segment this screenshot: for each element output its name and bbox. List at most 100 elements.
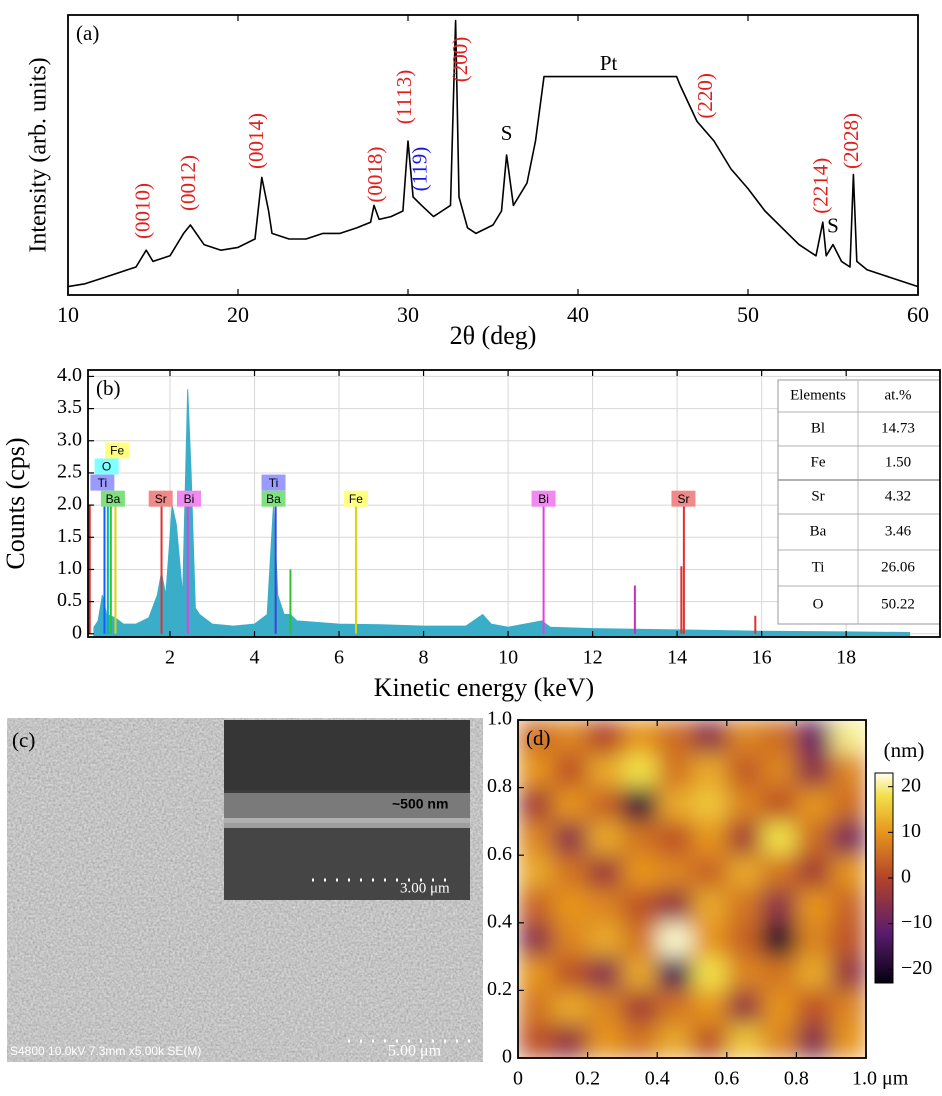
afm-cell	[831, 787, 866, 822]
table-cell: Bl	[811, 420, 825, 436]
afm-cell	[622, 753, 658, 789]
afm-cell	[657, 956, 693, 991]
afm-cell	[518, 922, 554, 958]
table-cell: Elements	[790, 387, 846, 403]
element-tag	[94, 458, 119, 475]
afm-cell	[552, 956, 589, 991]
afm-cell	[622, 787, 658, 822]
panel: (0010) (0012) (0014) (0018)(1113) (119) (200)…	[26, 14, 929, 350]
element-tag	[105, 442, 130, 459]
panel-label: (c)	[12, 728, 35, 752]
afm-cell	[692, 720, 728, 755]
afm-cell	[552, 753, 589, 789]
afm-cell	[692, 956, 728, 991]
peak-label: (119)	[407, 147, 431, 192]
afm-cell	[796, 956, 832, 991]
inset-interface	[224, 818, 470, 828]
element-tag-label: Bi	[184, 492, 195, 506]
afm-cell	[657, 720, 693, 755]
table-cell: Ba	[810, 523, 827, 539]
x-tick-label: 8	[419, 647, 429, 669]
peak-label: (200)	[448, 37, 472, 83]
afm-cell	[831, 720, 866, 755]
afm-cell	[761, 1024, 797, 1058]
afm-cell	[587, 787, 623, 822]
peak-label: (0010)	[130, 183, 154, 239]
y-tick-label: 2.5	[57, 461, 82, 483]
afm-cell	[587, 990, 623, 1025]
afm-cell	[796, 889, 832, 924]
afm-cell	[726, 990, 763, 1025]
inset-top	[224, 720, 470, 790]
afm-cell	[587, 889, 623, 924]
x-tick-label: 0.4	[645, 1068, 670, 1090]
afm-cell	[657, 787, 693, 822]
x-tick-label: 0.2	[575, 1068, 600, 1090]
element-tag	[177, 490, 202, 507]
peak-label: (0018)	[363, 147, 387, 203]
afm-cell	[552, 990, 589, 1025]
afm-cell	[657, 1024, 693, 1058]
afm-cell	[726, 855, 763, 890]
x-tick-label: 10	[498, 647, 518, 669]
afm-cell	[831, 889, 866, 924]
element-tag	[261, 474, 286, 491]
element-tag-label: Sr	[155, 492, 167, 506]
peak-label: (1113)	[392, 70, 416, 124]
panel: Fe O Ti Ba Sr Bi Ti Ba Fe Bi Sr Elements at.% Bl 14.73…	[1, 364, 941, 702]
colorbar-tick-label: 10	[901, 820, 921, 842]
afm-cell	[657, 855, 693, 890]
afm-cell	[518, 753, 554, 789]
afm-cell	[831, 990, 866, 1025]
table-cell: 14.73	[881, 420, 915, 436]
element-tag	[261, 490, 286, 507]
element-tag-label: Sr	[677, 492, 689, 506]
axes-frame	[517, 719, 867, 1059]
peak-label: (220)	[693, 73, 717, 119]
afm-cell	[796, 753, 832, 789]
afm-cell	[692, 922, 728, 958]
afm-cell	[657, 990, 693, 1025]
afm-cell	[552, 1024, 589, 1058]
afm-cell	[796, 855, 832, 890]
y-tick-label: 3.0	[57, 428, 82, 450]
afm-cell	[726, 889, 763, 924]
y-tick-label: 0.6	[487, 843, 512, 865]
afm-cell	[692, 889, 728, 924]
element-tag-label: Ti	[269, 476, 279, 490]
afm-cell	[622, 720, 658, 755]
axes-frame	[87, 369, 941, 638]
afm-cell	[552, 821, 589, 856]
x-tick-label: 40	[567, 302, 589, 327]
afm-cell	[692, 787, 728, 822]
element-tag	[90, 474, 115, 491]
afm-cell	[657, 821, 693, 856]
afm-image	[518, 720, 866, 1058]
x-tick-label: 2	[165, 647, 175, 669]
afm-cell	[552, 720, 589, 755]
element-tag	[671, 490, 696, 507]
element-tag-label: Bi	[538, 492, 549, 506]
sem-scale: 5.00 μm	[388, 1043, 442, 1060]
table-cell: 50.22	[881, 596, 915, 612]
afm-cell	[622, 889, 658, 924]
x-tick-label: 10	[57, 302, 79, 327]
colorbar-tick-label: −10	[901, 911, 932, 933]
afm-cell	[587, 753, 623, 789]
afm-cell	[622, 990, 658, 1025]
afm-cell	[587, 855, 623, 890]
peak-label: (2028)	[839, 113, 863, 169]
x-axis-label: Kinetic energy (keV)	[374, 673, 594, 702]
peak-label: Pt	[600, 51, 618, 75]
element-tag-label: Fe	[349, 492, 363, 506]
x-axis-label: 2θ (deg)	[450, 321, 537, 350]
afm-cell	[518, 956, 554, 991]
peak-label: S	[501, 121, 513, 145]
afm-cell	[657, 922, 693, 958]
element-tag	[343, 490, 368, 507]
afm-cell	[587, 1024, 623, 1058]
afm-cell	[692, 855, 728, 890]
y-tick-label: 2.0	[57, 493, 82, 515]
afm-cell	[831, 821, 866, 856]
